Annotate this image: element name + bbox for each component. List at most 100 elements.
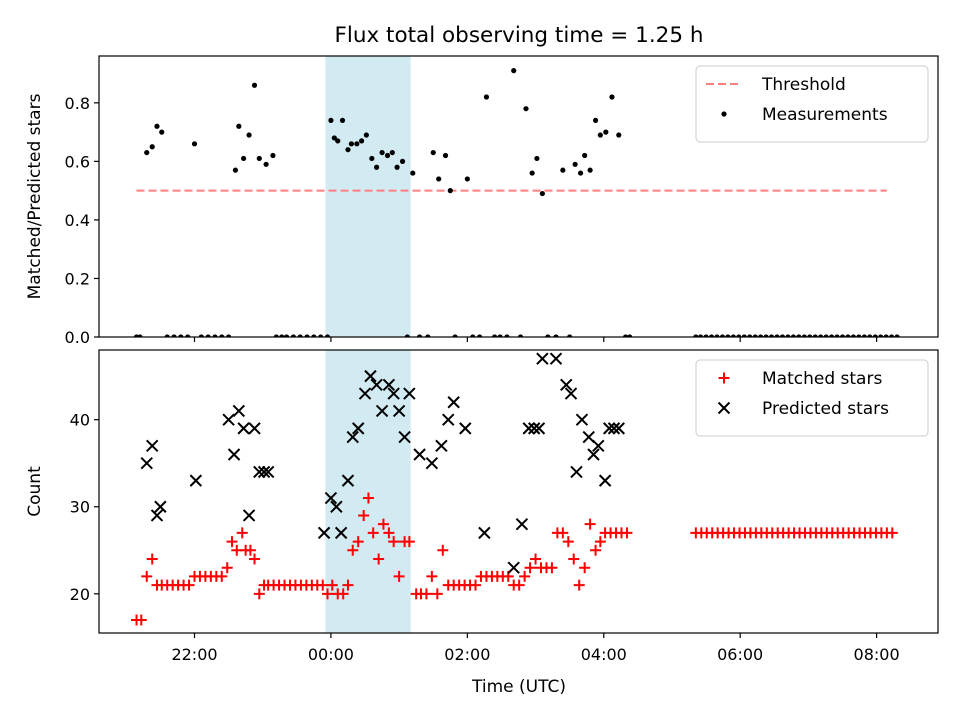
matched-point xyxy=(584,518,596,530)
matched-point xyxy=(253,588,265,600)
measurement-point xyxy=(719,334,726,337)
y-tick-label: 20 xyxy=(70,585,90,604)
matched-point xyxy=(236,527,248,539)
predicted-point xyxy=(603,422,616,435)
measurement-point xyxy=(560,167,566,173)
measurement-point xyxy=(790,334,796,337)
measurement-point xyxy=(198,334,204,337)
x-tick-label: 04:00 xyxy=(581,645,627,664)
measurement-point xyxy=(534,155,540,162)
measurement-point xyxy=(883,334,889,337)
matched-point xyxy=(573,579,585,591)
predicted-point xyxy=(140,456,153,470)
predicted-point xyxy=(398,430,411,444)
predicted-point xyxy=(227,448,241,461)
measurement-point xyxy=(279,334,285,337)
measurement-point xyxy=(263,161,269,167)
predicted-point xyxy=(351,422,365,435)
measurement-point xyxy=(171,334,177,337)
x-axis-label: Time (UTC) xyxy=(471,677,566,697)
predicted-point xyxy=(261,465,275,479)
predicted-point xyxy=(346,430,359,444)
predicted-point xyxy=(598,474,612,487)
measurement-point xyxy=(730,334,736,337)
measurement-point xyxy=(504,334,510,337)
matched-point xyxy=(437,544,449,556)
measurement-point xyxy=(304,334,310,337)
matched-point xyxy=(342,579,354,591)
predicted-point xyxy=(324,491,338,505)
measurement-point xyxy=(736,334,742,337)
measurement-point xyxy=(801,334,807,337)
legend-label: Measurements xyxy=(762,105,888,125)
measurement-point xyxy=(226,334,232,337)
measurement-point xyxy=(708,334,715,337)
measurement-point xyxy=(425,334,431,337)
measurement-point xyxy=(354,141,360,147)
measurement-point xyxy=(845,334,851,337)
measurement-point xyxy=(796,334,802,337)
measurement-point xyxy=(867,334,873,337)
measurement-point xyxy=(517,334,524,337)
matched-point xyxy=(579,562,591,574)
bottom-legend: Matched stars Predicted stars xyxy=(695,359,929,437)
predicted-point xyxy=(370,378,383,392)
matched-point xyxy=(317,579,329,591)
predicted-point xyxy=(435,439,448,452)
measurement-point xyxy=(241,155,247,162)
predicted-point xyxy=(358,387,372,400)
y-tick-label: 0.2 xyxy=(65,269,90,288)
measurement-point xyxy=(861,334,867,337)
matched-point xyxy=(562,536,574,548)
predicted-point xyxy=(560,378,573,392)
measurement-point xyxy=(529,170,535,176)
matched-point xyxy=(557,527,569,539)
measurement-point xyxy=(622,334,629,337)
matched-point xyxy=(358,509,370,521)
measurement-point xyxy=(191,141,198,147)
x-tick-label: 00:00 xyxy=(308,645,354,664)
measurement-point xyxy=(256,155,262,162)
y-tick-label: 0.0 xyxy=(65,328,90,347)
predicted-point xyxy=(341,474,355,487)
predicted-point xyxy=(375,404,389,418)
matched-point xyxy=(546,562,558,574)
predicted-point xyxy=(382,378,396,392)
y-tick-label: 0.8 xyxy=(65,94,90,113)
matched-point xyxy=(388,536,400,548)
matched-point xyxy=(403,536,415,548)
measurement-point xyxy=(774,334,780,337)
measurement-point xyxy=(741,334,747,337)
measurement-point xyxy=(154,123,160,129)
measurement-point xyxy=(185,334,191,337)
measurement-point xyxy=(436,176,442,182)
matched-point xyxy=(352,536,364,548)
predicted-point xyxy=(607,422,621,435)
matched-point xyxy=(594,536,606,548)
predicted-point xyxy=(564,387,578,400)
matched-point xyxy=(373,553,385,565)
measurement-point xyxy=(470,334,476,337)
measurement-point xyxy=(149,144,155,150)
measurement-point xyxy=(609,94,615,100)
measurement-point xyxy=(410,170,416,176)
predicted-point xyxy=(257,465,271,479)
predicted-point xyxy=(253,465,266,479)
matched-point xyxy=(322,588,334,600)
predicted-point xyxy=(334,526,348,540)
matched-point xyxy=(383,527,395,539)
measurement-point xyxy=(856,334,862,337)
measurement-point xyxy=(878,334,884,337)
measurement-point xyxy=(311,334,317,337)
y-tick-label: 30 xyxy=(70,498,90,517)
measurement-point xyxy=(232,167,239,173)
matched-point xyxy=(519,570,531,582)
measurement-point xyxy=(144,149,150,156)
measurement-point xyxy=(693,334,699,337)
matched-point xyxy=(337,588,349,600)
measurement-point xyxy=(297,334,303,337)
predicted-point xyxy=(237,422,250,435)
measurement-point xyxy=(758,334,764,337)
measurement-point xyxy=(379,149,385,156)
measurement-point xyxy=(251,82,258,88)
